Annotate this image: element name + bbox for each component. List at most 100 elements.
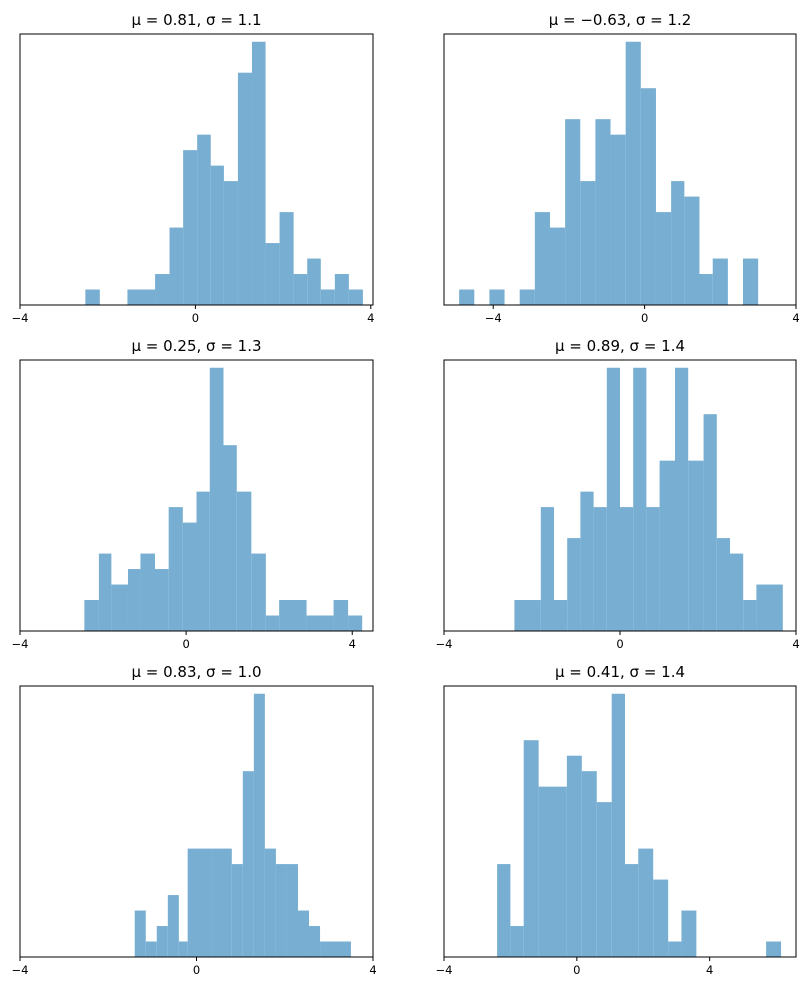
histogram-bar [581, 771, 597, 957]
histogram-bar [196, 491, 210, 631]
histogram-bar [655, 212, 672, 305]
histogram-bar [264, 848, 276, 957]
histogram-bar [348, 289, 363, 305]
histogram-bar [286, 864, 298, 957]
histogram-bar [743, 258, 759, 305]
axes-frame [443, 685, 797, 958]
histogram-bar [211, 848, 232, 957]
histogram-bar [309, 926, 321, 957]
histogram-bar [242, 771, 254, 957]
x-tick-label: −4 [12, 637, 29, 651]
histogram-bar [659, 460, 675, 631]
histogram-bar [534, 212, 550, 305]
subplot-5: −4 0 4 μ = 0.83, σ = 1.0 [12, 663, 377, 977]
histogram-bar [223, 181, 238, 305]
x-tick-label: 4 [369, 963, 376, 977]
histogram-bar [699, 274, 713, 305]
histogram-bar [154, 569, 169, 631]
histogram-bar [265, 243, 280, 305]
histogram-bar [182, 522, 197, 631]
x-tick-label: 0 [616, 637, 623, 651]
histogram-bar [640, 88, 656, 305]
histogram-bar [167, 895, 179, 957]
histogram-bar [251, 41, 266, 306]
histogram-bar [684, 196, 700, 305]
histogram-bar [653, 879, 669, 957]
histogram-bar [610, 134, 626, 305]
histogram-bar [183, 150, 198, 305]
histogram-bar [538, 786, 567, 957]
histogram-bar [459, 289, 475, 305]
histogram-bar [145, 941, 157, 957]
x-tick-label: 0 [641, 311, 648, 325]
x-tick-label: −4 [436, 963, 453, 977]
subplot-title: μ = −0.63, σ = 1.2 [549, 11, 692, 29]
histogram-bar [638, 848, 654, 957]
histogram-bar [593, 507, 607, 631]
subplot-1: −4 0 4 μ = 0.81, σ = 1.1 [12, 11, 375, 325]
histogram-bar [565, 119, 581, 305]
histogram-bar [580, 491, 594, 631]
x-tick-label: 4 [706, 963, 713, 977]
histogram-bar [279, 212, 294, 305]
histogram-bar [251, 553, 266, 631]
histogram-bar [253, 693, 265, 957]
histogram-bar [85, 289, 100, 305]
histogram-bar [333, 600, 349, 631]
histogram-bar [187, 848, 212, 957]
histogram-bar [334, 274, 349, 305]
histogram-bar [703, 414, 717, 631]
histogram-bar [611, 693, 625, 957]
x-tick-label: −4 [12, 963, 29, 977]
histogram-bar [223, 445, 237, 631]
x-tick-label: −4 [12, 311, 29, 325]
histogram-bar [730, 553, 744, 631]
histogram-bar [169, 227, 184, 305]
histogram-bar [178, 941, 188, 957]
histogram-bar [98, 553, 112, 631]
histogram-bar [567, 538, 581, 631]
subplot-title: μ = 0.89, σ = 1.4 [555, 337, 685, 355]
histogram-bar [111, 584, 128, 631]
histogram-bar [237, 72, 252, 306]
axes-frame [19, 359, 374, 632]
histogram-bar [156, 926, 168, 957]
histogram-bar [168, 507, 183, 631]
x-tick-label: 4 [792, 637, 799, 651]
histogram-bar [681, 910, 697, 957]
x-tick-label: 0 [193, 963, 200, 977]
x-tick-label: 4 [349, 637, 356, 651]
histogram-bar [596, 802, 612, 957]
histogram-bar [320, 289, 335, 305]
histogram-bar [712, 258, 728, 305]
histogram-bar [307, 258, 321, 305]
histogram-bar [743, 600, 757, 631]
histogram-bar [688, 460, 704, 631]
histogram-bar [668, 941, 682, 957]
histogram-bar [549, 227, 566, 305]
histogram-bar [519, 289, 535, 305]
histogram-bar [134, 910, 146, 957]
subplot-4: −4 0 4 μ = 0.89, σ = 1.4 [436, 337, 800, 651]
histogram-bar [293, 274, 308, 305]
histogram-bar [209, 367, 224, 631]
histogram-bar [566, 755, 582, 957]
subplot-3: −4 0 4 μ = 0.25, σ = 1.3 [12, 337, 374, 651]
x-tick-label: −4 [485, 311, 502, 325]
histogram-bar [625, 41, 641, 306]
histogram-bar [540, 507, 554, 631]
histogram-bar [197, 134, 211, 305]
x-tick-label: 0 [573, 963, 580, 977]
histogram-bar [127, 569, 141, 631]
x-tick-label: −4 [436, 637, 453, 651]
axes-frame [19, 33, 374, 306]
histogram-bar [675, 367, 689, 631]
histogram-bar [510, 926, 524, 957]
histogram-bar [624, 864, 639, 957]
histogram-bar [646, 507, 660, 631]
histogram-bar [766, 941, 782, 957]
histogram-bar [320, 941, 351, 957]
histogram-bar [620, 507, 634, 631]
